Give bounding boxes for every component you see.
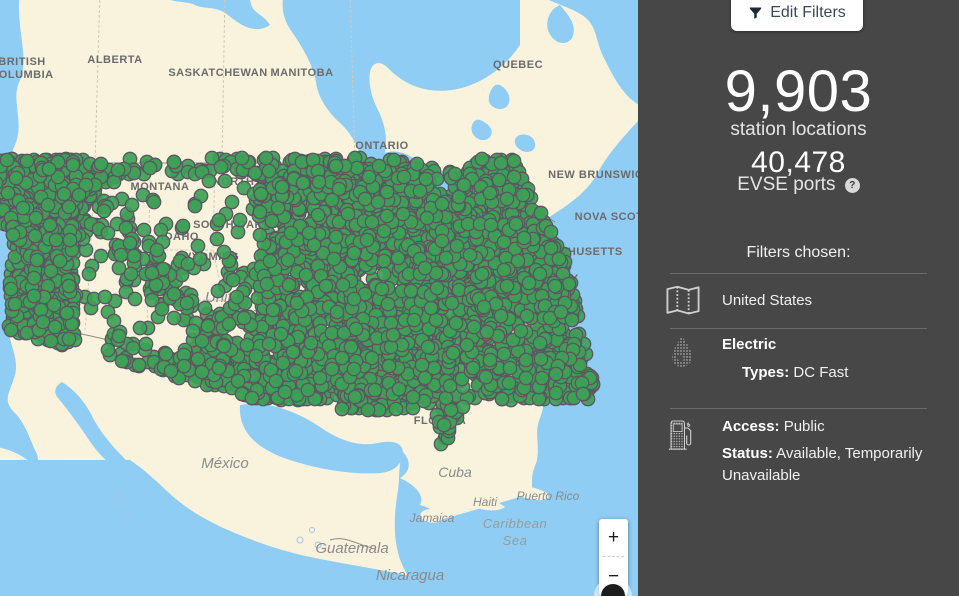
svg-text:Caribbean: Caribbean <box>483 516 548 531</box>
svg-text:QUEBEC: QUEBEC <box>493 59 543 71</box>
svg-text:BRITISH: BRITISH <box>0 56 46 68</box>
svg-text:Haiti: Haiti <box>473 495 497 509</box>
svg-text:Puerto Rico: Puerto Rico <box>517 489 580 503</box>
svg-text:Jamaica: Jamaica <box>409 511 455 525</box>
svg-text:México: México <box>201 455 249 472</box>
svg-text:ONTARIO: ONTARIO <box>355 140 408 152</box>
svg-text:Cuba: Cuba <box>438 464 472 480</box>
svg-text:Guatemala: Guatemala <box>315 540 388 557</box>
svg-text:COLUMBIA: COLUMBIA <box>0 69 54 81</box>
svg-text:Nicaragua: Nicaragua <box>376 567 444 584</box>
svg-text:SASKATCHEWAN: SASKATCHEWAN <box>168 67 267 79</box>
svg-text:MANITOBA: MANITOBA <box>270 67 333 79</box>
svg-text:NOVA SCOTIA: NOVA SCOTIA <box>575 211 638 223</box>
svg-text:ALBERTA: ALBERTA <box>87 54 142 66</box>
svg-text:Sea: Sea <box>503 533 528 548</box>
svg-text:NEW BRUNSWICK: NEW BRUNSWICK <box>548 169 638 181</box>
